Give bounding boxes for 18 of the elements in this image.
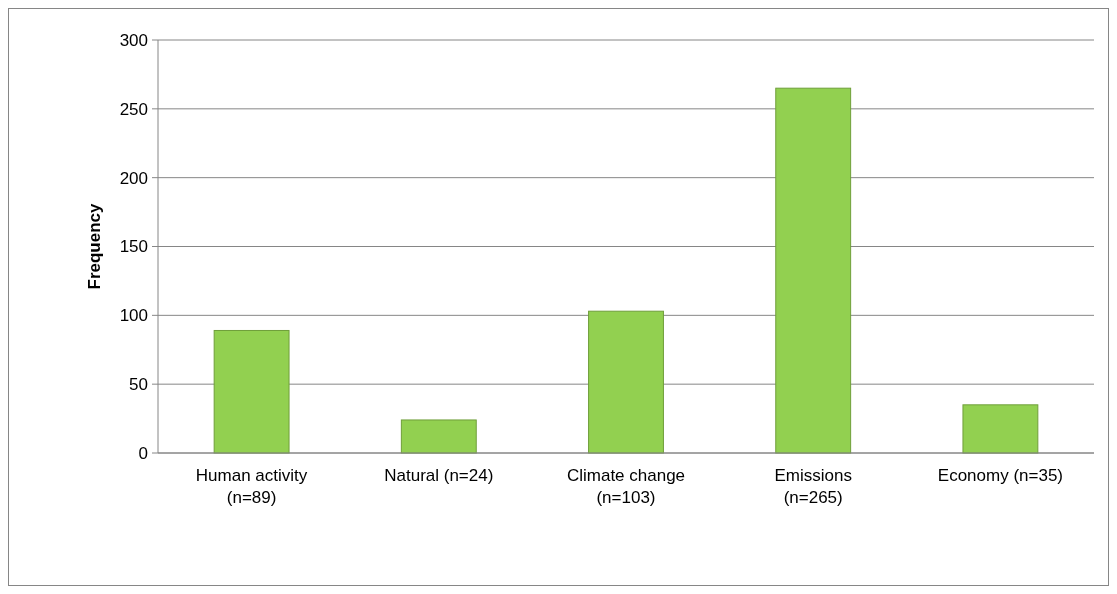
- bar: [400, 419, 477, 454]
- bar: [775, 87, 852, 454]
- x-tick-label: Natural (n=24): [384, 466, 494, 485]
- y-tick-label: 50: [129, 375, 148, 395]
- x-tick-label: Emissions (n=265): [774, 466, 852, 508]
- x-tick-label: Human activity (n=89): [195, 466, 308, 508]
- y-tick-label: 300: [119, 30, 148, 50]
- bar: [213, 329, 290, 454]
- x-tick-label: Economy (n=35): [937, 466, 1063, 485]
- bar: [962, 404, 1039, 454]
- y-tick-label: 200: [119, 168, 148, 188]
- y-tick-label: 250: [119, 99, 148, 119]
- y-tick-label: 100: [119, 306, 148, 326]
- x-tick-label: Climate change (n=103): [566, 466, 686, 508]
- y-tick-label: 0: [138, 443, 148, 463]
- bar: [588, 310, 664, 454]
- y-tick-label: 150: [119, 237, 148, 257]
- y-axis-title: Frequency: [85, 202, 104, 290]
